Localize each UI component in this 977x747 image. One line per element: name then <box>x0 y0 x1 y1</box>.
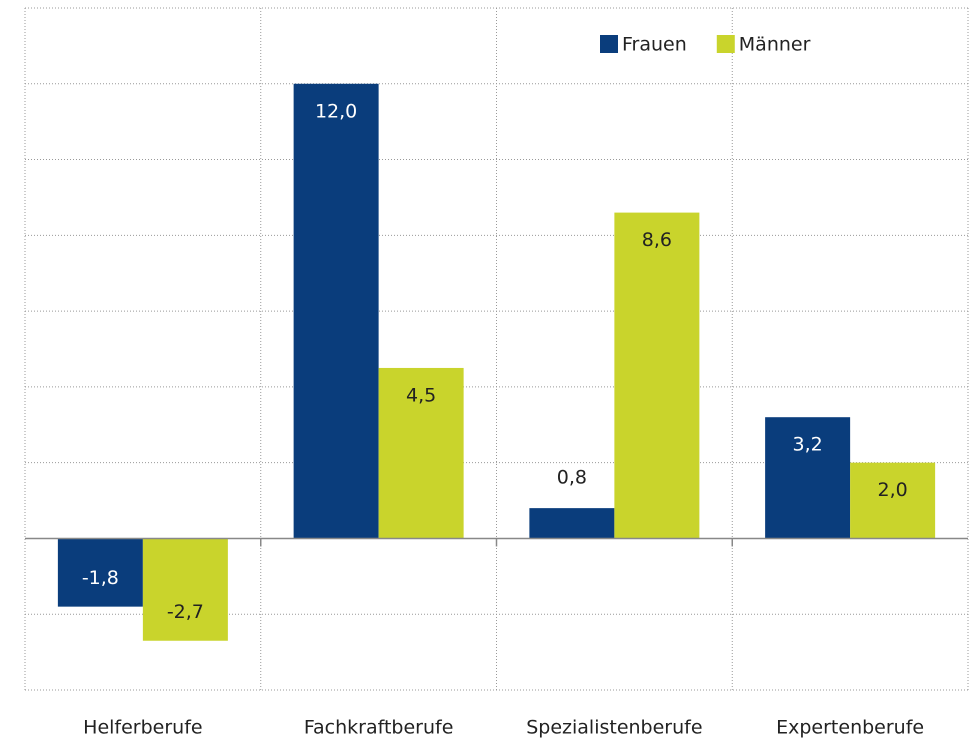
bar <box>293 83 379 539</box>
data-label: 3,2 <box>793 434 823 456</box>
data-label: 8,6 <box>642 229 672 251</box>
legend-label: Männer <box>739 34 811 56</box>
x-tick-label: Spezialistenberufe <box>526 717 702 739</box>
bar <box>378 367 464 539</box>
bar <box>57 538 143 607</box>
bar <box>614 212 700 539</box>
legend-swatch <box>600 35 618 53</box>
bar <box>765 417 851 539</box>
bar <box>529 508 615 539</box>
x-tick-label: Helferberufe <box>83 717 202 739</box>
data-label: -1,8 <box>82 567 119 589</box>
bar <box>142 538 228 641</box>
legend-label: Frauen <box>622 34 687 56</box>
legend-swatch <box>716 35 735 53</box>
data-label: -2,7 <box>167 601 204 623</box>
x-tick-label: Fachkraftberufe <box>304 717 454 739</box>
x-tick-label: Expertenberufe <box>776 717 924 739</box>
data-label: 2,0 <box>878 479 908 501</box>
data-label: 4,5 <box>406 384 436 406</box>
bar <box>850 462 936 539</box>
data-label: 0,8 <box>557 467 587 489</box>
data-label: 12,0 <box>315 100 357 122</box>
